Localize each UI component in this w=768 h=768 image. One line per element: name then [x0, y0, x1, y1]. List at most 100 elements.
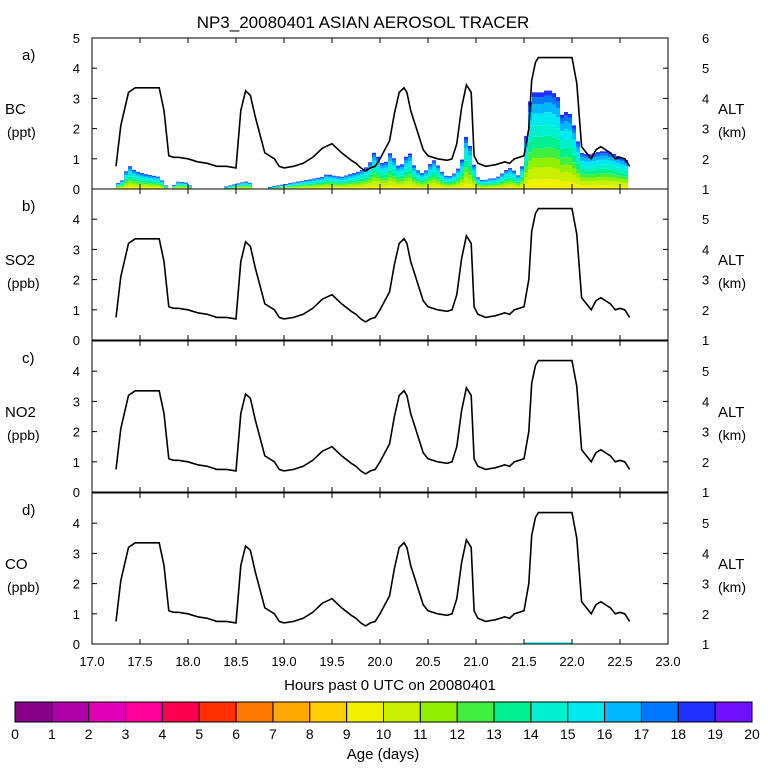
bc-age-bar: [424, 172, 428, 175]
bc-age-bar: [596, 177, 600, 181]
bc-age-bar: [400, 164, 404, 166]
bc-age-bar: [588, 154, 592, 157]
bc-age-bar: [400, 169, 404, 173]
bc-age-bar: [500, 175, 504, 177]
bc-age-bar: [596, 156, 600, 161]
bc-age-bar: [284, 185, 288, 186]
bc-age-bar: [500, 182, 504, 185]
colorbar-tick-label: 12: [449, 726, 465, 742]
species-label: NO2: [5, 404, 36, 421]
bc-age-bar: [172, 186, 176, 187]
bc-age-bar: [416, 181, 420, 184]
bc-age-bar: [556, 108, 560, 118]
bc-age-bar: [280, 184, 284, 186]
bc-age-bar: [288, 185, 292, 187]
bc-age-bar: [340, 179, 344, 181]
bc-age-bar: [356, 185, 360, 188]
bc-age-bar: [592, 169, 596, 175]
altitude-line: [115, 56, 631, 172]
bc-age-bar: [532, 136, 536, 149]
bc-age-bar: [424, 183, 428, 185]
bc-age-bar: [232, 188, 236, 189]
bc-age-bar: [172, 187, 176, 189]
bc-age-bar: [180, 182, 184, 183]
y-tick-label: 1: [73, 152, 80, 167]
bc-age-bar: [460, 176, 464, 180]
bc-age-bar: [568, 123, 572, 131]
bc-age-bar: [148, 185, 152, 188]
bc-age-bar: [128, 168, 132, 172]
bc-age-bar: [292, 182, 296, 184]
colorbar-cells: [14, 701, 753, 723]
bc-age-bar: [360, 170, 364, 172]
bc-age-bar: [508, 184, 512, 187]
bc-age-bar: [332, 183, 336, 185]
bc-age-bar: [304, 186, 308, 188]
bc-age-bar: [144, 180, 148, 183]
bc-age-bar: [144, 182, 148, 185]
bc-age-bar: [176, 181, 180, 183]
bc-age-bar: [624, 186, 628, 189]
bc-age-bar: [620, 182, 624, 186]
alt-tick-label: 4: [702, 91, 709, 106]
bc-age-bar: [392, 158, 396, 160]
x-tick-label: 18.5: [223, 654, 248, 669]
alt-tick-label: 1: [702, 637, 709, 652]
bc-age-bar: [568, 172, 572, 182]
bc-age-bar: [428, 183, 432, 187]
bc-age-bar: [228, 187, 232, 189]
bc-age-bar: [460, 161, 464, 164]
bc-age-bar: [320, 176, 324, 178]
bc-age-bar: [436, 170, 440, 174]
bc-age-bar: [284, 184, 288, 185]
colorbar-cell: [567, 701, 606, 723]
bc-age-bar: [368, 186, 372, 189]
bc-age-bar: [404, 167, 408, 172]
bc-age-bar: [524, 147, 528, 155]
alt-tick-label: 1: [702, 485, 709, 500]
bc-age-bar: [532, 148, 536, 159]
bc-age-bar: [388, 169, 392, 174]
bc-age-bar: [360, 182, 364, 185]
bc-age-bar: [304, 180, 308, 182]
bc-age-bar: [432, 166, 436, 171]
bc-age-bar: [224, 187, 228, 189]
bc-age-bar: [408, 155, 412, 158]
bc-age-bar: [552, 114, 556, 126]
bc-age-bar: [500, 185, 504, 188]
bc-age-bar: [244, 187, 248, 189]
bc-age-bar: [188, 188, 192, 189]
bc-age-bar: [472, 175, 476, 179]
bc-age-bar: [340, 183, 344, 186]
bc-age-bar: [384, 161, 388, 164]
bc-age-bar: [124, 187, 128, 189]
bc-age-bar: [448, 187, 452, 189]
bc-age-bar: [296, 187, 300, 189]
bc-age-bar: [248, 187, 252, 188]
bc-age-bar: [592, 165, 596, 170]
bc-age-bar: [240, 184, 244, 186]
x-tick-labels: 17.0 17.5 18.0 18.5 19.0 19.5 20.0 20.5 21.0 21.5…: [79, 654, 680, 669]
bc-age-bar: [432, 179, 436, 183]
bc-age-bar: [424, 187, 428, 189]
bc-age-bar: [304, 184, 308, 186]
bc-age-bar: [576, 143, 580, 148]
bc-age-bar: [544, 135, 548, 148]
bc-age-bar: [396, 173, 400, 177]
bc-age-bar: [140, 187, 144, 189]
bc-age-bar: [348, 185, 352, 188]
bc-age-bar: [556, 128, 560, 140]
bc-age-bar: [224, 187, 228, 189]
bc-age-bar: [128, 167, 132, 169]
bc-age-bar: [556, 150, 560, 160]
bc-age-bar: [244, 184, 248, 186]
bc-age-bar: [492, 186, 496, 188]
bc-age-bar: [324, 181, 328, 183]
bc-age-bar: [524, 177, 528, 184]
bc-age-bar: [436, 166, 440, 169]
bc-age-bar: [396, 181, 400, 184]
bc-age-bar: [612, 170, 616, 175]
bc-age-bar: [324, 185, 328, 188]
bc-age-bar: [548, 95, 552, 103]
bc-age-bar: [408, 157, 412, 162]
